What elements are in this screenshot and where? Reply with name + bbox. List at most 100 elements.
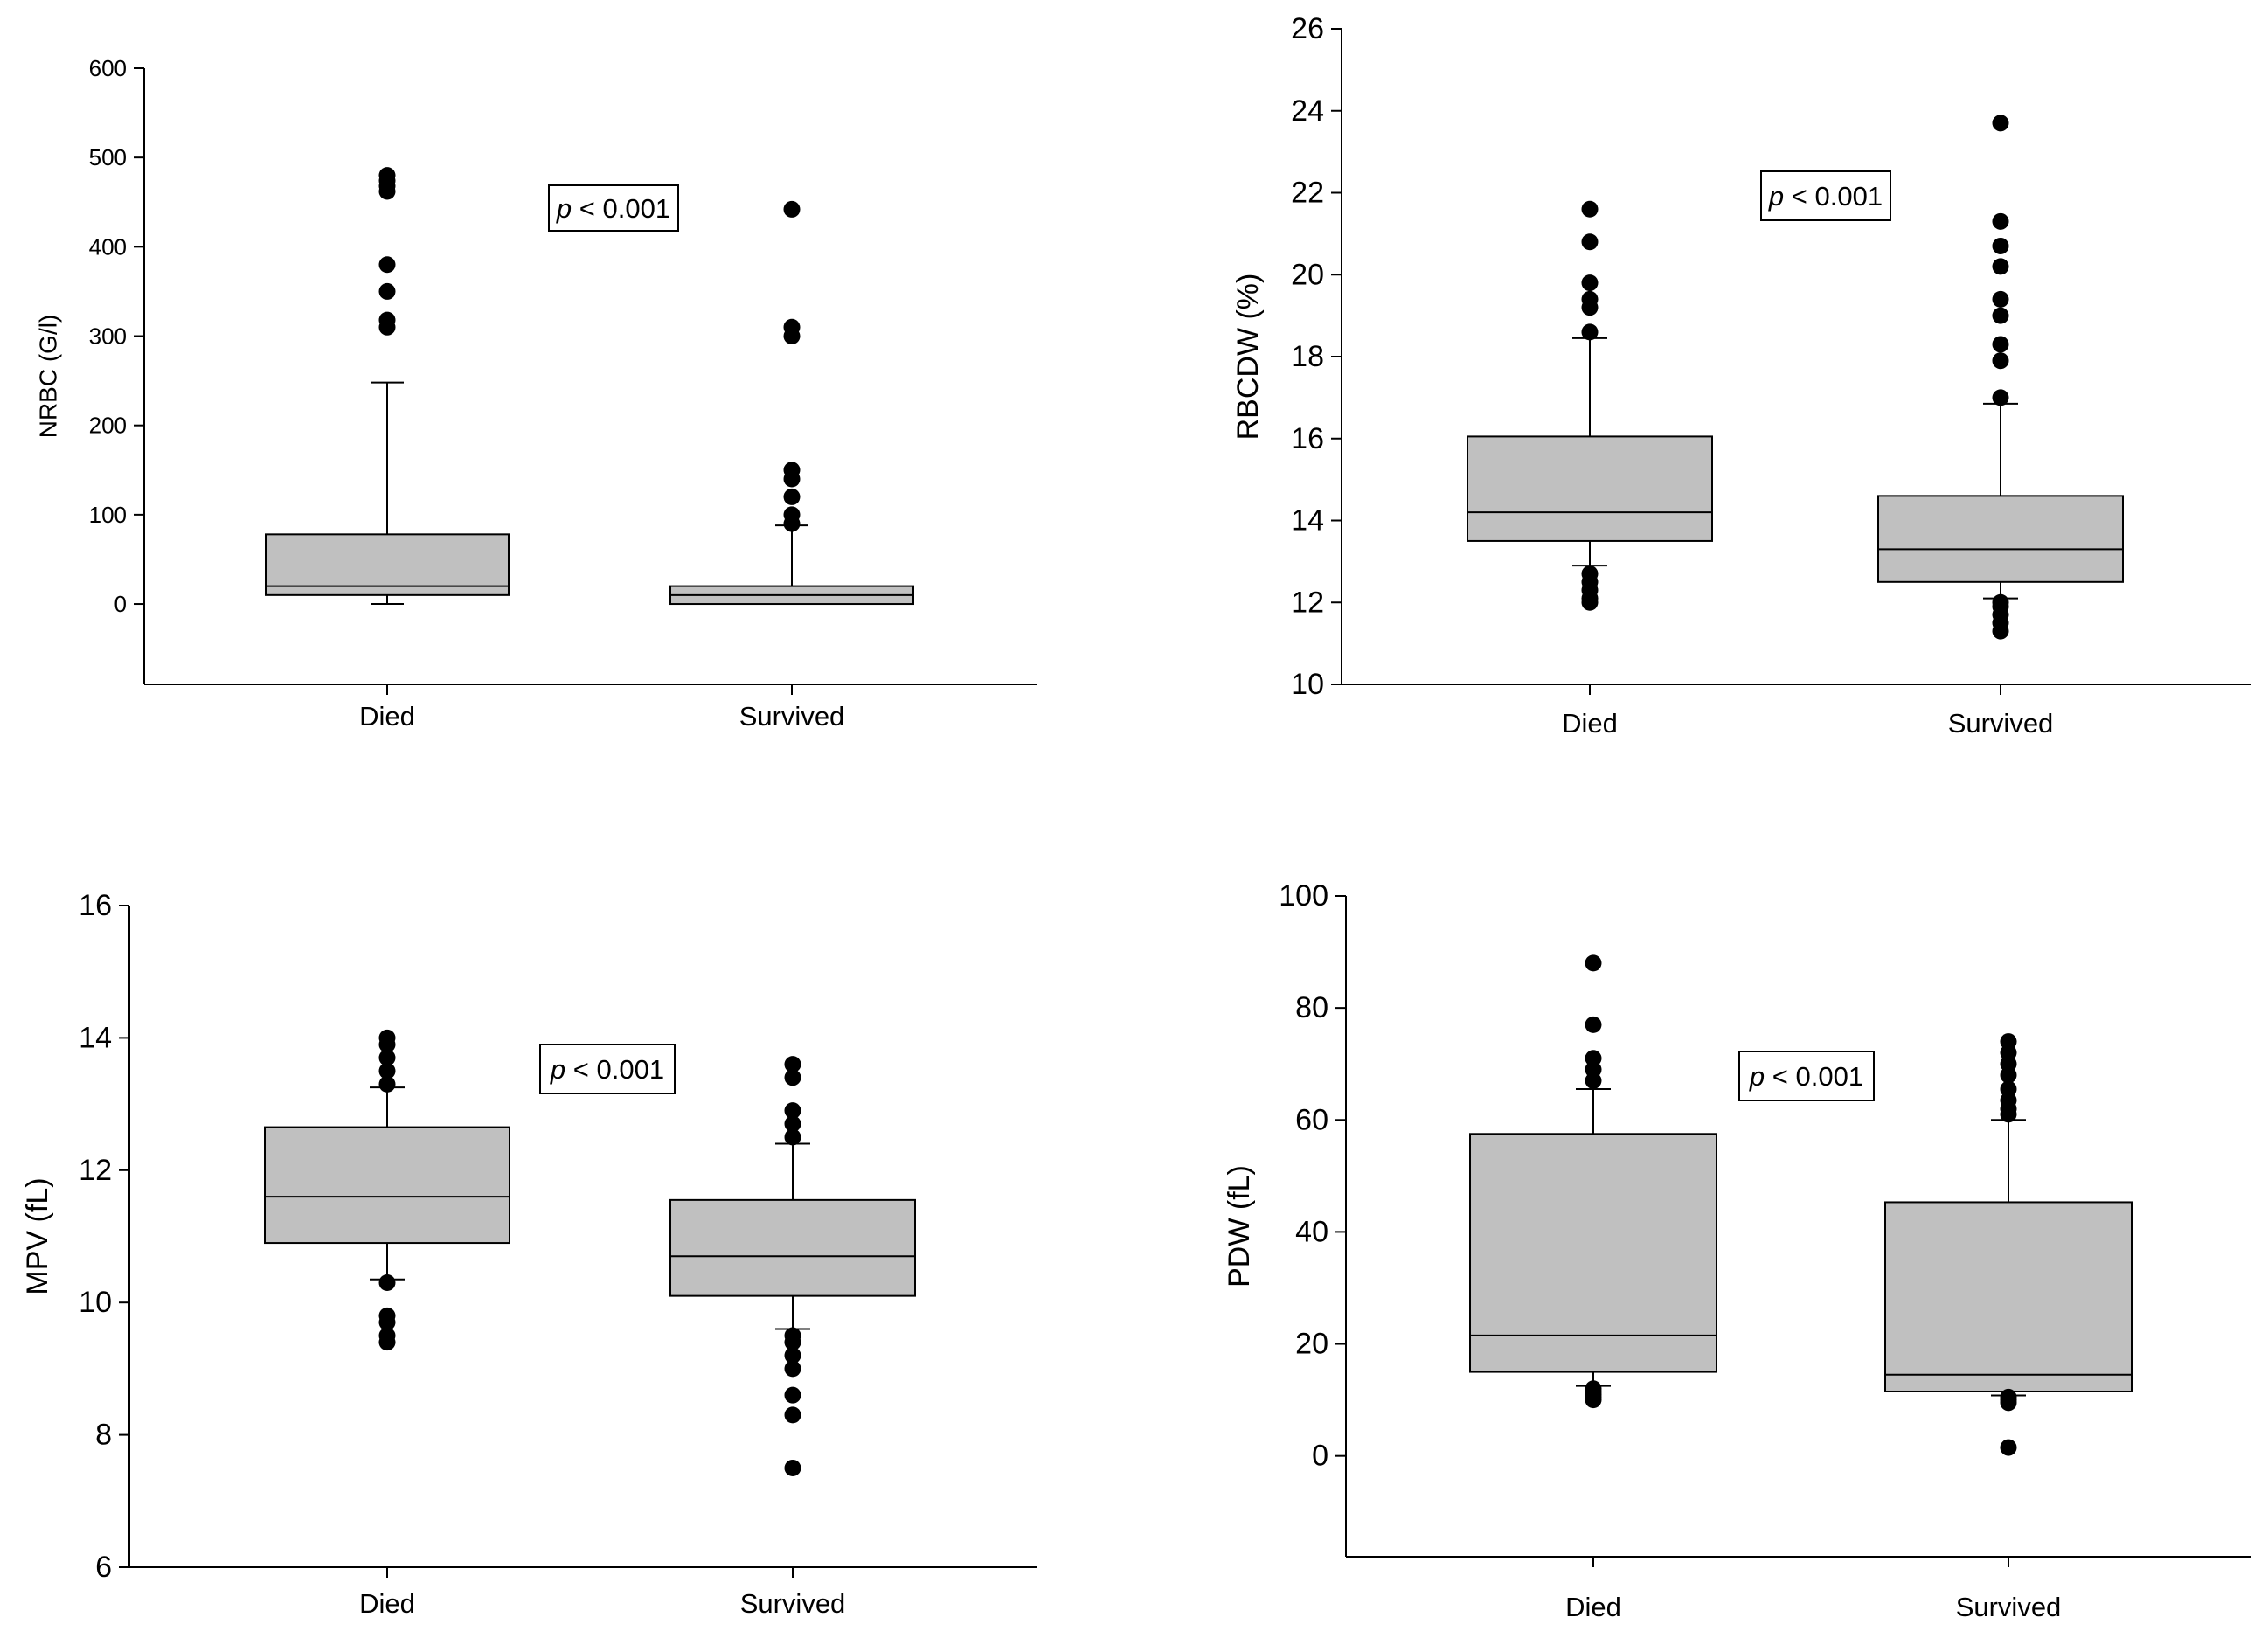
p-symbol: p [1768, 181, 1784, 212]
x-tick-label: Survived [1948, 708, 2054, 739]
box-died: Died [1467, 200, 1713, 739]
outlier-point [1992, 212, 2009, 230]
y-tick-label: 400 [89, 233, 127, 260]
box-survived: Survived [1884, 1033, 2133, 1622]
p-value-text: < 0.001 [572, 193, 670, 224]
y-tick-label: 18 [1291, 340, 1324, 373]
p-value-text: < 0.001 [565, 1054, 664, 1085]
outlier-point [1992, 352, 2009, 370]
y-tick-label: 14 [1291, 504, 1324, 538]
x-tick-label: Survived [1956, 1592, 2062, 1622]
p-value-box [1738, 1051, 1875, 1101]
p-value-text: < 0.001 [1765, 1061, 1863, 1092]
outlier-point [378, 1029, 396, 1046]
p-value-label: p < 0.001 [1768, 181, 1883, 212]
outlier-point [1585, 1050, 1602, 1067]
p-value-box [548, 184, 679, 232]
outlier-point [2000, 1033, 2017, 1051]
box-died: Died [264, 1029, 510, 1619]
outlier-point [1585, 954, 1602, 972]
outlier-point [784, 1347, 801, 1364]
x-tick-label: Died [1562, 708, 1618, 739]
iqr-box [1469, 1133, 1717, 1373]
y-tick-label: 22 [1291, 177, 1324, 210]
iqr-box [669, 1198, 916, 1297]
box-died: Died [1469, 954, 1717, 1622]
outlier-point [1992, 336, 2009, 353]
outlier-point [784, 1102, 801, 1120]
iqr-box [1467, 435, 1713, 542]
outlier-point [378, 311, 396, 329]
outlier-point [1585, 1016, 1602, 1033]
outlier-point [1581, 233, 1599, 251]
outlier-point [783, 318, 801, 336]
outlier-point [1992, 593, 2009, 611]
y-tick-label: 100 [89, 502, 127, 528]
outlier-point [378, 1049, 396, 1066]
y-tick-label: 16 [1291, 422, 1324, 455]
y-axis-label: PDW (fL) [1223, 1165, 1256, 1287]
outlier-point [1581, 565, 1599, 582]
y-tick-label: 10 [79, 1286, 112, 1319]
outlier-point [378, 1075, 396, 1093]
p-value-label: p < 0.001 [550, 1054, 664, 1085]
outlier-point [1581, 200, 1599, 218]
p-value-label: p < 0.001 [556, 193, 670, 224]
p-value-annotation: p < 0.001 [1738, 1051, 1875, 1101]
p-value-annotation: p < 0.001 [548, 184, 679, 232]
outlier-point [784, 1406, 801, 1424]
outlier-point [784, 1115, 801, 1133]
outlier-point [378, 1327, 396, 1344]
boxplot-panel-4: 0 20 40 60 80 100 PDW (fL) Died Survived p < 0.00… [1223, 879, 2251, 1622]
outlier-point [1992, 307, 2009, 324]
outlier-point [784, 1069, 801, 1086]
y-axis-label: MPV (fL) [21, 1177, 54, 1294]
boxplot-panel-2: 10 12 14 16 18 20 22 24 26 RBCDW (%) Died Survived p… [1231, 12, 2251, 739]
outlier-point [1992, 237, 2009, 254]
outlier-point [1585, 1380, 1602, 1398]
y-tick-label: 80 [1295, 991, 1328, 1024]
p-symbol: p [1749, 1061, 1765, 1092]
x-tick-label: Died [1565, 1592, 1621, 1622]
p-value-annotation: p < 0.001 [1760, 170, 1891, 221]
y-tick-label: 6 [95, 1551, 112, 1584]
x-tick-label: Died [359, 701, 415, 732]
box-survived: Survived [669, 200, 914, 732]
outlier-point [1581, 323, 1599, 341]
y-tick-label: 26 [1291, 12, 1324, 45]
iqr-box [265, 533, 510, 596]
box-died: Died [265, 167, 510, 732]
y-tick-label: 600 [89, 55, 127, 81]
p-value-box [1760, 170, 1891, 221]
outlier-point [2000, 1080, 2017, 1098]
x-tick-label: Survived [740, 1588, 846, 1619]
outlier-point [1581, 274, 1599, 292]
outlier-point [378, 256, 396, 274]
boxplot-panel-1: 0 100 200 300 400 500 600 NRBC (G/l) Died Survive… [35, 55, 1037, 732]
y-tick-label: 14 [79, 1021, 112, 1054]
outlier-point [784, 1360, 801, 1378]
y-tick-label: 100 [1279, 879, 1328, 913]
y-tick-label: 20 [1295, 1328, 1328, 1361]
x-tick-label: Survived [739, 701, 845, 732]
outlier-point [784, 1459, 801, 1476]
y-tick-label: 24 [1291, 94, 1324, 128]
p-symbol: p [556, 193, 572, 224]
outlier-point [1992, 258, 2009, 275]
outlier-point [784, 1327, 801, 1344]
outlier-point [2000, 1439, 2017, 1456]
p-symbol: p [550, 1054, 565, 1085]
outlier-point [378, 1307, 396, 1324]
iqr-box [1884, 1201, 2133, 1392]
outlier-point [378, 167, 396, 184]
outlier-point [783, 200, 801, 218]
outlier-point [784, 1128, 801, 1146]
y-tick-label: 8 [95, 1419, 112, 1452]
y-tick-label: 40 [1295, 1215, 1328, 1248]
box-survived: Survived [1877, 115, 2124, 739]
outlier-point [1992, 389, 2009, 406]
y-axis-label: RBCDW (%) [1231, 274, 1265, 441]
outlier-point [783, 506, 801, 524]
y-tick-label: 16 [79, 889, 112, 922]
